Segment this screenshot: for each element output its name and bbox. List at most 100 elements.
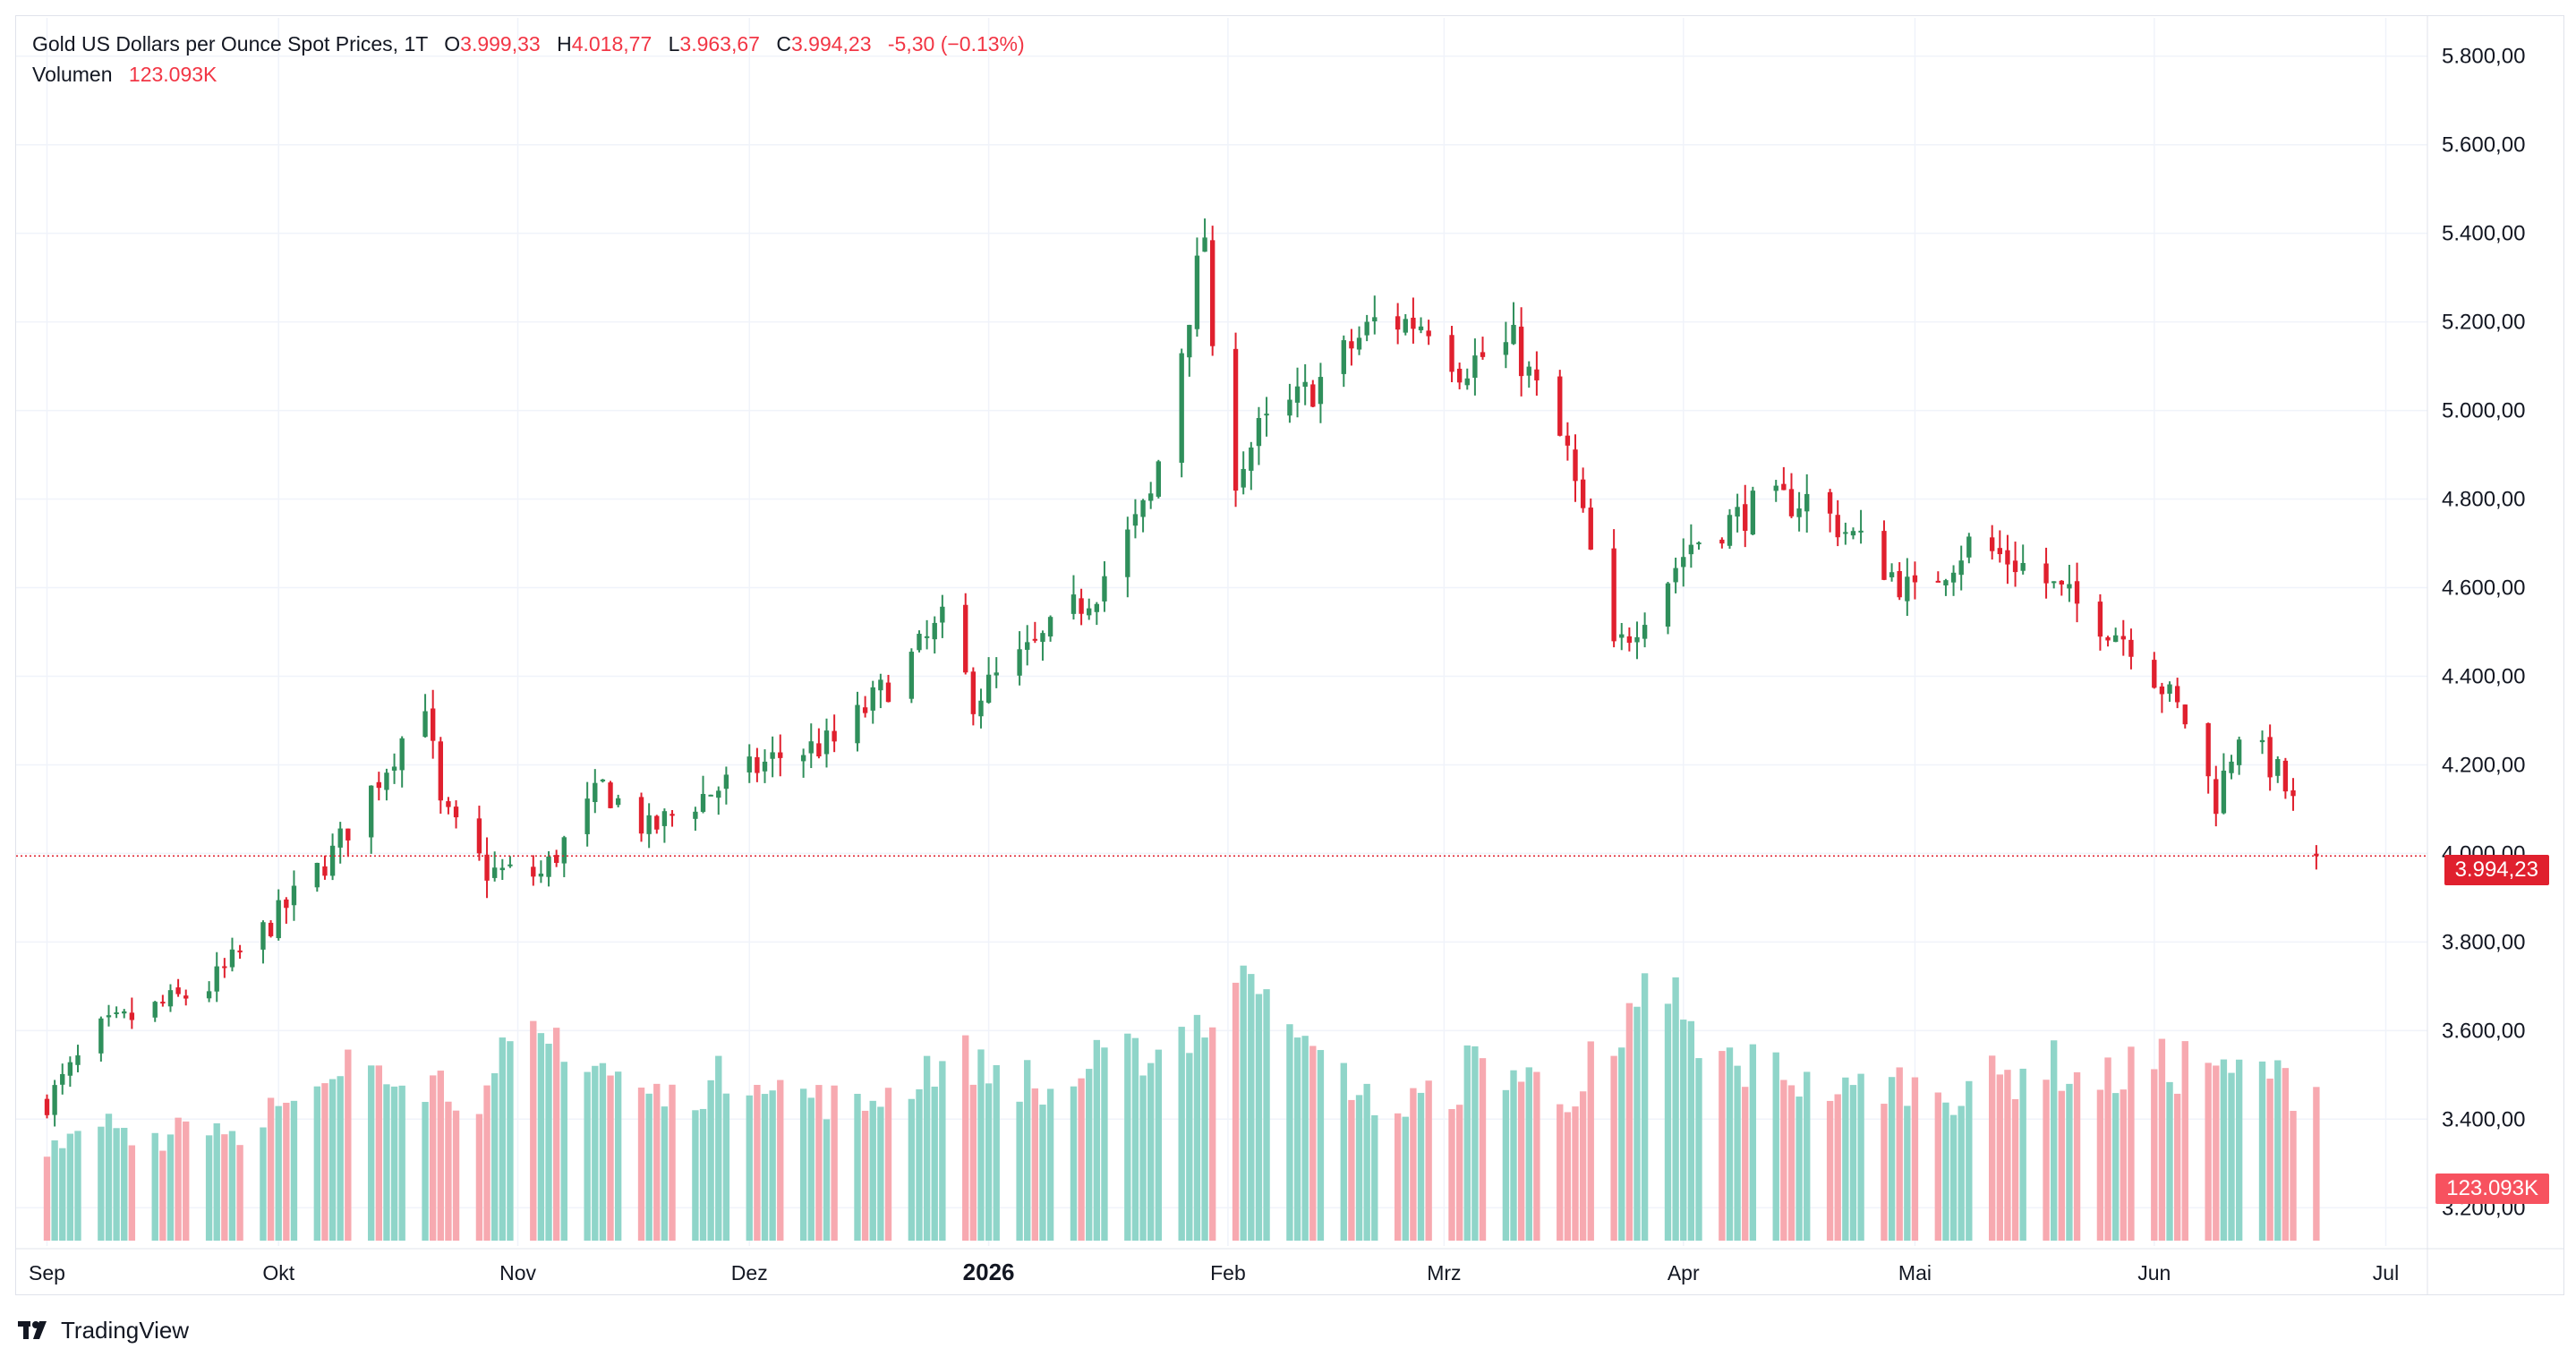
volume-bar [552, 1028, 560, 1241]
volume-bar [1263, 989, 1270, 1241]
candle-body [994, 672, 999, 676]
candle-body [1341, 340, 1346, 374]
volume-bar [1787, 1085, 1796, 1241]
volume-bar [969, 1084, 977, 1241]
candle-body [1480, 352, 1486, 357]
volume-bar [1340, 1063, 1347, 1241]
candle-body [1750, 491, 1756, 535]
candle-body [1804, 493, 1810, 512]
volume-bar [1402, 1116, 1409, 1241]
candle-body [2043, 563, 2049, 584]
volume-bar [2274, 1060, 2282, 1241]
candle-body [2275, 759, 2281, 776]
volume-bar [1155, 1049, 1163, 1241]
candle-body [1773, 485, 1778, 491]
candle-body [2097, 602, 2103, 637]
candle-body [1418, 326, 1424, 330]
volume-bar [2173, 1093, 2181, 1241]
volume-bar [669, 1084, 676, 1241]
candle-body [693, 811, 698, 819]
volume-bar [375, 1065, 383, 1241]
volume-bar [1070, 1086, 1078, 1241]
candle-body [584, 798, 590, 834]
candle-body [384, 772, 389, 790]
volume-bar [183, 1121, 190, 1241]
candle-body [2120, 636, 2126, 640]
candle-body [1588, 508, 1593, 550]
candle-body [98, 1018, 104, 1054]
candle-body [746, 756, 752, 772]
volume-bar [1672, 977, 1679, 1241]
x-tick-label: Okt [262, 1261, 294, 1284]
candle-body [1827, 491, 1833, 514]
volume-bar [653, 1083, 661, 1241]
x-tick-label: Jun [2137, 1261, 2171, 1284]
volume-bar [1463, 1045, 1471, 1241]
candle-body [1302, 381, 1308, 388]
volume-bar [2011, 1098, 2019, 1241]
last-price-badge: 3.994,23 [2444, 855, 2549, 885]
candle-body [1850, 531, 1856, 536]
close-value: 3.994,23 [790, 32, 872, 55]
volume-bar [337, 1076, 344, 1241]
candle-body [661, 811, 668, 826]
candle-body [276, 900, 281, 939]
volume-bar [452, 1110, 460, 1241]
brand-name: TradingView [61, 1316, 190, 1344]
volume-bar [2235, 1059, 2243, 1241]
candle-body [1897, 571, 1902, 598]
volume-bar [1726, 1047, 1734, 1241]
volume-bar [1911, 1077, 1919, 1241]
volume-bar [1780, 1080, 1787, 1241]
open-label: O [444, 32, 461, 55]
candle-body [322, 866, 328, 876]
volume-bar [1317, 1050, 1325, 1241]
volume-bar [661, 1106, 669, 1241]
volume-bar [221, 1134, 228, 1241]
candle-body [1294, 386, 1301, 403]
volume-bar [1139, 1075, 1147, 1241]
candle-body [369, 785, 374, 838]
volume-bar [1749, 1044, 1757, 1241]
candle-body [175, 987, 181, 994]
volume-bar [1093, 1039, 1101, 1241]
candle-body [615, 798, 621, 806]
candle-body [1187, 324, 1192, 358]
tradingview-logo[interactable]: TradingView [18, 1314, 189, 1346]
candle-body [1395, 316, 1401, 330]
volume-bar [1842, 1077, 1849, 1241]
candle-body [1943, 580, 1949, 586]
volume-bar [1448, 1109, 1455, 1241]
candle-body [1511, 324, 1516, 345]
volume-bar [1046, 1088, 1054, 1241]
x-tick-label: Nov [499, 1261, 536, 1284]
volume-bar [707, 1080, 714, 1241]
chart-frame [15, 15, 2564, 1295]
x-tick-label: Apr [1668, 1261, 1700, 1284]
candle-body [2205, 722, 2211, 777]
volume-bar [490, 1072, 499, 1241]
candle-body [1318, 377, 1324, 405]
candle-body [1796, 508, 1802, 517]
candle-body [924, 636, 930, 638]
candle-body [1194, 255, 1200, 329]
candle-body [638, 797, 644, 834]
candle-body [1025, 642, 1030, 650]
candle-body [1619, 634, 1625, 638]
y-tick-label: 5.600,00 [2442, 133, 2525, 158]
candle-body [1781, 483, 1787, 491]
candle-body [183, 995, 189, 999]
candle-body [1426, 330, 1431, 337]
volume-bar [807, 1097, 815, 1241]
volume-bar [1942, 1102, 1949, 1241]
candle-body [2005, 550, 2010, 565]
y-tick-label: 3.800,00 [2442, 930, 2525, 954]
candle-body [755, 756, 760, 773]
volume-bar [1742, 1087, 1749, 1241]
candle-body [553, 855, 559, 863]
x-tick-label: Sep [29, 1261, 65, 1284]
candle-body [1372, 317, 1378, 321]
candle-body [2152, 660, 2157, 688]
y-tick-label: 5.000,00 [2442, 399, 2525, 423]
